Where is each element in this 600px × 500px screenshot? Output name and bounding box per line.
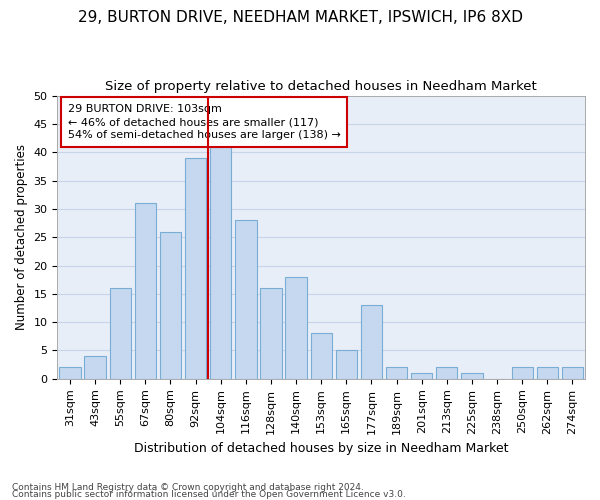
Text: 29, BURTON DRIVE, NEEDHAM MARKET, IPSWICH, IP6 8XD: 29, BURTON DRIVE, NEEDHAM MARKET, IPSWIC… [77,10,523,25]
X-axis label: Distribution of detached houses by size in Needham Market: Distribution of detached houses by size … [134,442,508,455]
Bar [260,288,281,379]
Bar [562,368,583,379]
Y-axis label: Number of detached properties: Number of detached properties [15,144,28,330]
Bar [436,368,457,379]
Bar [59,368,80,379]
Bar [461,373,482,379]
Text: Contains HM Land Registry data © Crown copyright and database right 2024.: Contains HM Land Registry data © Crown c… [12,484,364,492]
Bar [210,146,232,379]
Bar [286,277,307,379]
Bar [134,203,156,379]
Title: Size of property relative to detached houses in Needham Market: Size of property relative to detached ho… [106,80,537,93]
Bar [411,373,433,379]
Bar [185,158,206,379]
Bar [110,288,131,379]
Bar [160,232,181,379]
Bar [235,220,257,379]
Bar [85,356,106,379]
Bar [512,368,533,379]
Text: Contains public sector information licensed under the Open Government Licence v3: Contains public sector information licen… [12,490,406,499]
Bar [361,305,382,379]
Text: 29 BURTON DRIVE: 103sqm
← 46% of detached houses are smaller (117)
54% of semi-d: 29 BURTON DRIVE: 103sqm ← 46% of detache… [68,104,341,141]
Bar [335,350,357,379]
Bar [386,368,407,379]
Bar [311,334,332,379]
Bar [536,368,558,379]
